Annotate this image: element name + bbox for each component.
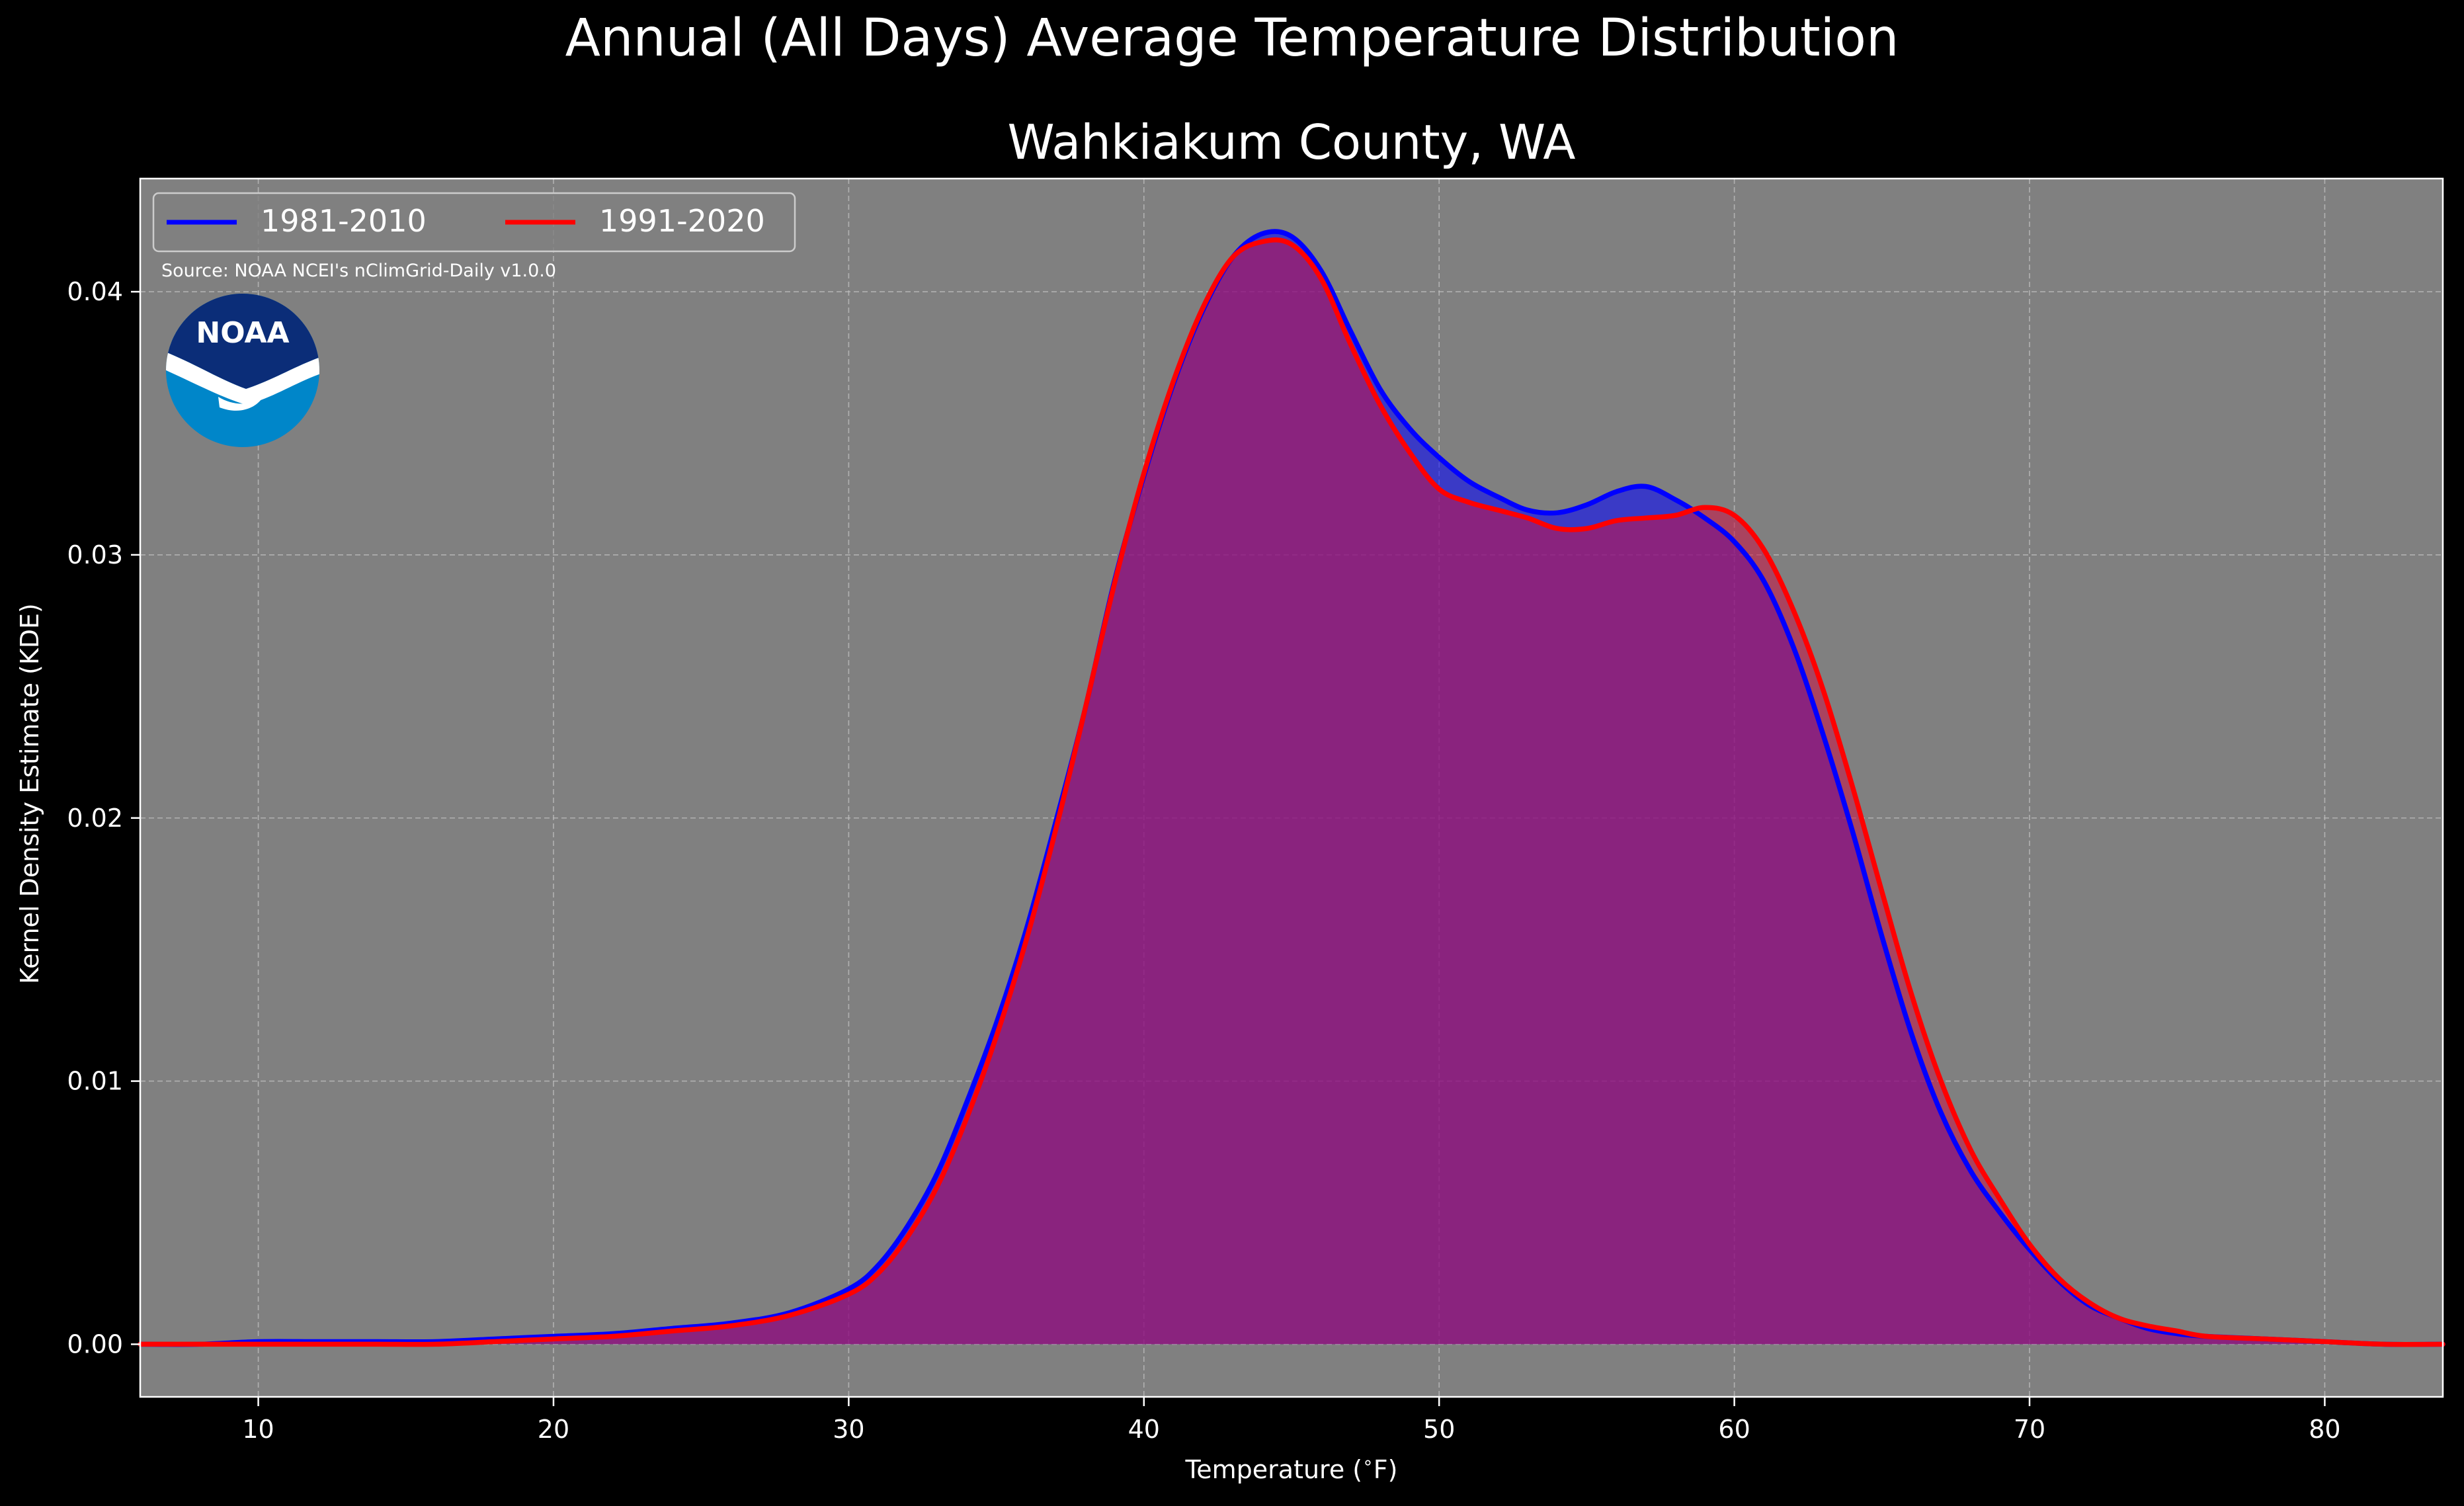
x-tick-label: 30 bbox=[833, 1415, 864, 1444]
y-tick-label: 0.04 bbox=[67, 277, 123, 306]
legend-label-1991-2020: 1991-2020 bbox=[599, 203, 765, 239]
x-axis-label: Temperature (∘F) bbox=[1185, 1452, 1398, 1485]
y-tick-label: 0.02 bbox=[67, 804, 123, 833]
y-axis-label: Kernel Density Estimate (KDE) bbox=[15, 603, 44, 984]
area-1991-2020 bbox=[140, 239, 2443, 1345]
y-tick-label: 0.01 bbox=[67, 1067, 123, 1096]
plot-frame bbox=[139, 177, 2444, 1398]
chart-title: Annual (All Days) Average Temperature Di… bbox=[565, 9, 1899, 68]
legend-box bbox=[152, 192, 796, 253]
x-tick-label: 20 bbox=[538, 1415, 569, 1444]
logo-text: NOAA bbox=[196, 316, 289, 350]
chart-subtitle: Wahkiakum County, WA bbox=[1007, 114, 1575, 170]
noaa-logo-icon: NOAA bbox=[166, 294, 319, 447]
x-tick-label: 60 bbox=[1718, 1415, 1750, 1444]
x-tick-label: 80 bbox=[2309, 1415, 2340, 1444]
legend: 1981-2010 1991-2020 bbox=[152, 192, 796, 253]
line-1981-2010 bbox=[138, 229, 2445, 1347]
x-tick-label: 40 bbox=[1128, 1415, 1160, 1444]
series-areas bbox=[140, 231, 2443, 1345]
source-note: Source: NOAA NCEI's nClimGrid-Daily v1.0… bbox=[161, 261, 556, 281]
x-tick-label: 70 bbox=[2014, 1415, 2045, 1444]
y-tick-label: 0.00 bbox=[67, 1329, 123, 1359]
series-lines bbox=[138, 229, 2445, 1347]
x-tick-label: 50 bbox=[1423, 1415, 1455, 1444]
axis-ticks: 10 20 30 40 50 60 70 80 0.00 0.01 0.02 0.03 0.04 bbox=[67, 277, 2340, 1444]
line-1991-2020 bbox=[138, 237, 2445, 1347]
x-tick-label: 10 bbox=[242, 1415, 274, 1444]
y-tick-label: 0.03 bbox=[67, 540, 123, 569]
legend-label-1981-2010: 1981-2010 bbox=[261, 203, 427, 239]
